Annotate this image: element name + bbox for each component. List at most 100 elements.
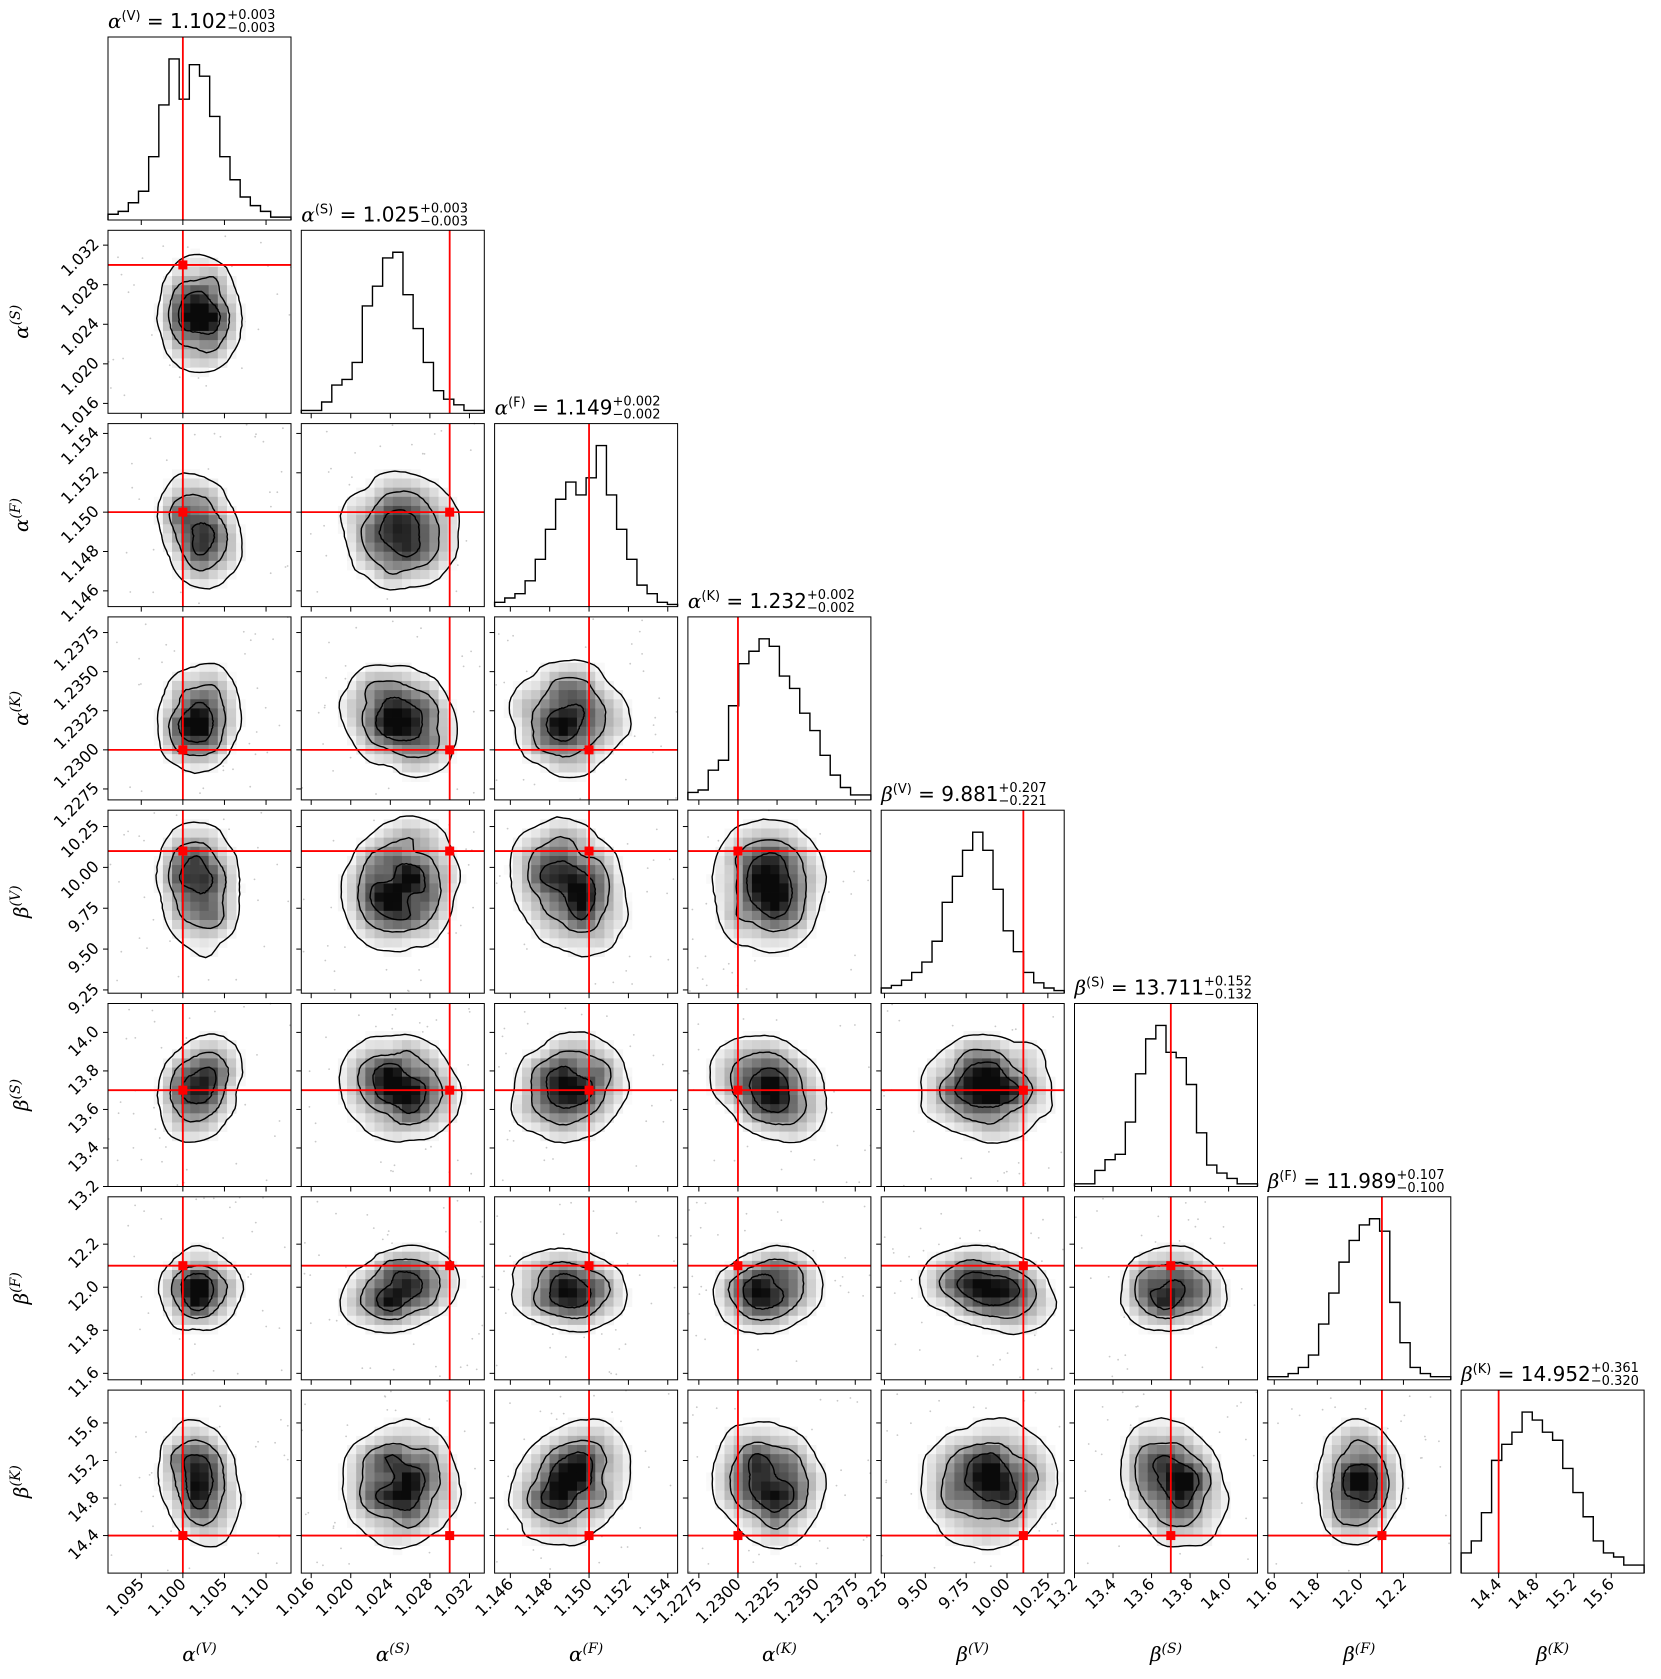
density-cell — [401, 772, 412, 782]
density-cell — [613, 1454, 624, 1464]
sample-point — [213, 432, 216, 435]
density-cell — [217, 1527, 228, 1537]
density-cell — [549, 662, 560, 673]
y-tick-label: 14.0 — [64, 1022, 103, 1061]
density-cell — [540, 855, 550, 866]
density-cell — [172, 487, 182, 498]
density-cell — [954, 1472, 964, 1482]
density-cell — [963, 1067, 974, 1078]
density-cell — [392, 551, 403, 562]
density-cell — [816, 1472, 826, 1482]
density-cell — [604, 901, 614, 912]
density-cell — [724, 1270, 735, 1280]
density-cell — [401, 1536, 412, 1547]
sample-point — [110, 1554, 113, 1556]
density-cell — [411, 883, 421, 893]
density-cell — [761, 938, 771, 948]
density-cell — [217, 855, 228, 866]
density-cell — [531, 901, 541, 912]
truth-marker — [733, 1261, 743, 1271]
contour-0 — [920, 1033, 1054, 1144]
density-cell — [724, 1499, 735, 1510]
density-cell — [1175, 1270, 1185, 1280]
sample-point — [149, 437, 152, 440]
density-cell — [438, 1076, 449, 1087]
sample-point — [283, 1246, 286, 1249]
density-cell — [411, 1435, 421, 1446]
density-cell — [788, 1315, 799, 1326]
density-cell — [981, 1058, 992, 1068]
density-cell — [586, 1435, 596, 1446]
density-cell — [392, 1490, 403, 1501]
density-cell — [383, 1324, 394, 1335]
density-cell — [558, 837, 569, 848]
sample-point — [845, 1181, 848, 1184]
density-cell — [1009, 1297, 1019, 1307]
density-cell — [770, 892, 780, 903]
density-cell — [567, 1104, 578, 1114]
density-cell — [392, 1306, 403, 1317]
density-cell — [512, 735, 523, 746]
sample-point — [822, 1201, 824, 1203]
density-cell — [1045, 1297, 1056, 1307]
density-cell — [447, 855, 458, 866]
density-cell — [226, 505, 237, 516]
density-cell — [420, 837, 430, 848]
density-cell — [531, 828, 541, 839]
density-cell — [199, 662, 210, 673]
density-cell — [356, 1454, 366, 1464]
density-cell — [742, 1306, 753, 1317]
sample-point — [746, 1145, 749, 1148]
density-cell — [1350, 1527, 1360, 1537]
density-cell — [549, 735, 560, 746]
density-cell — [1322, 1499, 1333, 1510]
density-cell — [945, 1076, 955, 1087]
density-cell — [1341, 1463, 1351, 1473]
density-cell — [1341, 1454, 1351, 1464]
sample-point — [717, 1234, 719, 1236]
density-cell — [1000, 1049, 1010, 1059]
sample-point — [394, 1409, 397, 1412]
density-cell — [420, 690, 430, 700]
density-cell — [576, 1131, 587, 1142]
density-cell — [991, 1251, 1001, 1262]
density-cell — [1129, 1270, 1139, 1280]
sample-point — [1252, 1454, 1255, 1457]
title-err-plus: +0.003 — [420, 201, 468, 216]
density-cell — [797, 874, 808, 884]
density-cell — [742, 1315, 753, 1326]
sample-point — [509, 1255, 512, 1257]
sample-point — [675, 711, 678, 713]
density-cell — [226, 1306, 237, 1317]
density-cell — [181, 690, 191, 700]
density-cell — [208, 1049, 219, 1059]
density-cell — [208, 1454, 219, 1464]
density-cell — [401, 570, 412, 580]
sample-point — [286, 565, 289, 567]
sample-point — [625, 970, 628, 972]
density-cell — [576, 1315, 587, 1326]
density-cell — [356, 920, 366, 930]
sample-point — [850, 893, 853, 895]
density-cell — [531, 1445, 541, 1455]
density-cell — [438, 551, 449, 562]
density-cell — [356, 1527, 366, 1537]
density-cell — [770, 865, 780, 875]
density-cell — [383, 1251, 394, 1262]
scatter-panel-1-0 — [103, 229, 292, 419]
density-cell — [411, 938, 421, 948]
density-cell — [779, 1113, 789, 1123]
density-cell — [190, 266, 200, 277]
density-cell — [172, 754, 182, 764]
density-cell — [1331, 1509, 1342, 1519]
density-cell — [1000, 1058, 1010, 1068]
sample-point — [1240, 1401, 1242, 1404]
density-cell — [190, 570, 200, 580]
density-cell — [429, 570, 439, 580]
density-cell — [365, 717, 375, 728]
sample-point — [133, 284, 135, 286]
density-cell — [401, 754, 412, 764]
density-cell — [1322, 1435, 1333, 1446]
density-cell — [549, 1481, 560, 1492]
density-cell — [208, 1067, 219, 1078]
